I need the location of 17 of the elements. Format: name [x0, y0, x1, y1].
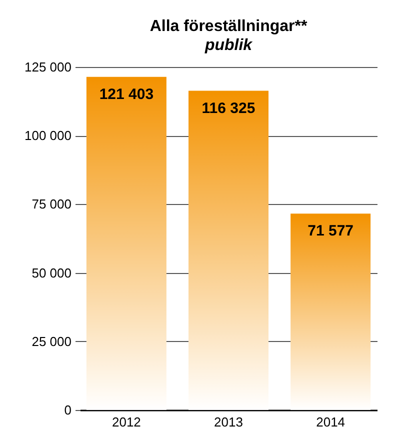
y-tick-label: 0: [64, 402, 72, 418]
y-tick-label: 50 000: [32, 265, 72, 280]
chart-title: Alla föreställningar**: [150, 18, 308, 35]
data-label: 71 577: [308, 222, 354, 240]
y-tick-label: 75 000: [32, 196, 72, 212]
y-tick-label: 100 000: [24, 128, 72, 144]
x-tick-label: 2013: [214, 414, 243, 430]
x-tick-label: 2014: [316, 414, 346, 430]
bar: [290, 214, 371, 410]
bar: [188, 90, 268, 410]
chart-subtitle: publik: [204, 37, 254, 54]
data-label: 116 325: [202, 100, 256, 117]
data-label: 121 403: [99, 86, 154, 103]
bar: [86, 76, 166, 410]
y-tick-label: 125 000: [24, 60, 72, 74]
x-tick-label: 2012: [112, 414, 141, 430]
y-tick-label: 25 000: [32, 334, 72, 349]
